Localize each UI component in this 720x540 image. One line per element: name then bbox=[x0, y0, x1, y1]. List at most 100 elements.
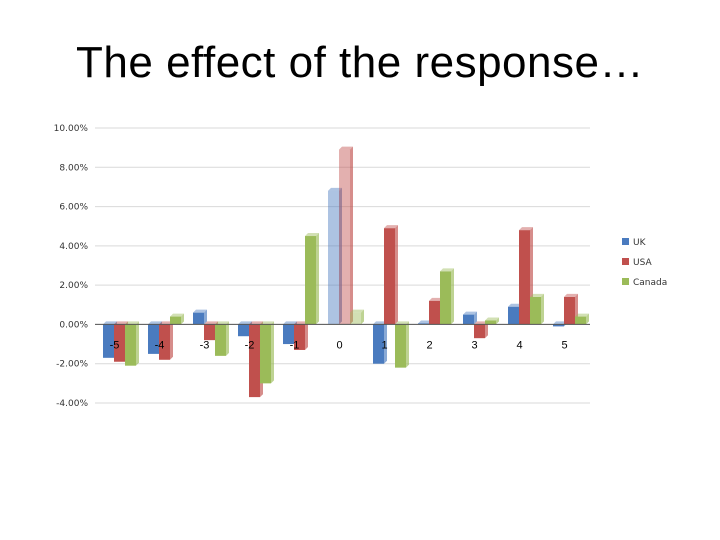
bar-side bbox=[316, 233, 319, 325]
bar-usa-3 bbox=[474, 324, 485, 339]
bar-side bbox=[586, 313, 589, 325]
bar-side bbox=[271, 321, 274, 384]
bar-usa-4 bbox=[519, 230, 530, 325]
bar-top bbox=[260, 321, 274, 325]
bar-uk-3 bbox=[463, 314, 474, 325]
bar-top bbox=[148, 321, 162, 325]
bar-side bbox=[204, 309, 207, 325]
bar-uk-0 bbox=[328, 190, 339, 325]
x-category-label: 3 bbox=[471, 339, 477, 351]
bar-side bbox=[541, 293, 544, 325]
legend-swatch-uk bbox=[622, 238, 629, 245]
y-tick-label: -2.00% bbox=[56, 360, 88, 370]
bar-side bbox=[361, 309, 364, 325]
bar-top bbox=[530, 293, 544, 297]
bar-top bbox=[339, 146, 353, 150]
bar-canada-4 bbox=[530, 296, 541, 325]
x-category-label: 1 bbox=[381, 339, 387, 351]
bar-usa-5 bbox=[564, 296, 575, 325]
bar-side bbox=[406, 321, 409, 368]
bar-top bbox=[328, 187, 342, 191]
x-category-label: -4 bbox=[155, 339, 165, 351]
bar-top bbox=[575, 313, 589, 317]
bars bbox=[103, 146, 589, 398]
x-category-label: -3 bbox=[200, 339, 210, 351]
bar-side bbox=[451, 268, 454, 325]
bar-side bbox=[350, 146, 353, 325]
bar-usa--3 bbox=[204, 324, 215, 341]
bar-side bbox=[339, 187, 342, 325]
x-category-label: 4 bbox=[516, 339, 522, 351]
bar-canada-2 bbox=[440, 271, 451, 325]
bar-canada-5 bbox=[575, 316, 586, 325]
bar-top bbox=[103, 321, 117, 325]
bar-canada--2 bbox=[260, 324, 271, 384]
y-tick-label: 4.00% bbox=[59, 242, 88, 252]
bar-top bbox=[429, 297, 443, 301]
bar-top bbox=[418, 320, 432, 324]
y-tick-label: 2.00% bbox=[59, 281, 88, 291]
bar-side bbox=[496, 317, 499, 325]
bar-side bbox=[485, 321, 488, 339]
bar-side bbox=[181, 313, 184, 325]
bar-top bbox=[294, 321, 308, 325]
y-tick-label: 0.00% bbox=[59, 320, 88, 330]
legend-label-canada: Canada bbox=[633, 278, 667, 288]
bar-canada--5 bbox=[125, 324, 136, 366]
bar-side bbox=[395, 225, 398, 325]
legend-swatch-usa bbox=[622, 258, 629, 265]
legend-swatch-canada bbox=[622, 278, 629, 285]
bar-top bbox=[384, 225, 398, 229]
bar-uk--5 bbox=[103, 324, 114, 358]
legend-label-usa: USA bbox=[633, 258, 652, 268]
y-tick-label: -4.00% bbox=[56, 399, 88, 409]
bar-side bbox=[136, 321, 139, 366]
x-category-label: -1 bbox=[290, 339, 300, 351]
bar-top bbox=[283, 321, 297, 325]
bar-side bbox=[474, 311, 477, 325]
y-tick-label: 10.00% bbox=[54, 124, 89, 134]
bar-usa--1 bbox=[294, 324, 305, 350]
bar-usa--5 bbox=[114, 324, 125, 362]
x-category-label: 5 bbox=[561, 339, 567, 351]
x-category-label: -5 bbox=[110, 339, 120, 351]
bar-top bbox=[350, 309, 364, 313]
bar-side bbox=[226, 321, 229, 356]
bar-top bbox=[125, 321, 139, 325]
bar-top bbox=[463, 311, 477, 315]
bar-usa--2 bbox=[249, 324, 260, 398]
bar-canada--3 bbox=[215, 324, 226, 356]
bar-uk--1 bbox=[283, 324, 294, 345]
bar-usa-2 bbox=[429, 300, 440, 325]
x-category-label: -2 bbox=[245, 339, 255, 351]
bar-top bbox=[508, 303, 522, 307]
bar-side bbox=[305, 321, 308, 350]
bar-usa-0 bbox=[339, 149, 350, 325]
bar-uk--2 bbox=[238, 324, 249, 337]
legend: UK USA Canada bbox=[622, 238, 667, 288]
bar-canada--4 bbox=[170, 316, 181, 325]
bar-top bbox=[519, 227, 533, 231]
x-category-label: 2 bbox=[426, 339, 432, 351]
bar-top bbox=[564, 293, 578, 297]
slide-title: The effect of the response… bbox=[76, 38, 644, 87]
bar-canada-0 bbox=[350, 312, 361, 325]
bar-top bbox=[474, 321, 488, 325]
bar-side bbox=[170, 321, 173, 360]
bar-uk-1 bbox=[373, 324, 384, 364]
bar-side bbox=[384, 321, 387, 364]
bar-uk-4 bbox=[508, 306, 519, 325]
bar-top bbox=[440, 268, 454, 272]
bar-uk-5 bbox=[553, 324, 564, 327]
bar-top bbox=[159, 321, 173, 325]
bar-uk--3 bbox=[193, 312, 204, 325]
bar-top bbox=[305, 233, 319, 237]
y-tick-label: 6.00% bbox=[59, 203, 88, 213]
bar-top bbox=[395, 321, 409, 325]
y-axis-tick-labels: 10.00% 8.00% 6.00% 4.00% 2.00% 0.00% -2.00% -4.… bbox=[54, 124, 89, 409]
x-category-label: 0 bbox=[336, 339, 342, 351]
bar-uk--4 bbox=[148, 324, 159, 354]
bar-top bbox=[204, 321, 218, 325]
bar-usa--4 bbox=[159, 324, 170, 360]
